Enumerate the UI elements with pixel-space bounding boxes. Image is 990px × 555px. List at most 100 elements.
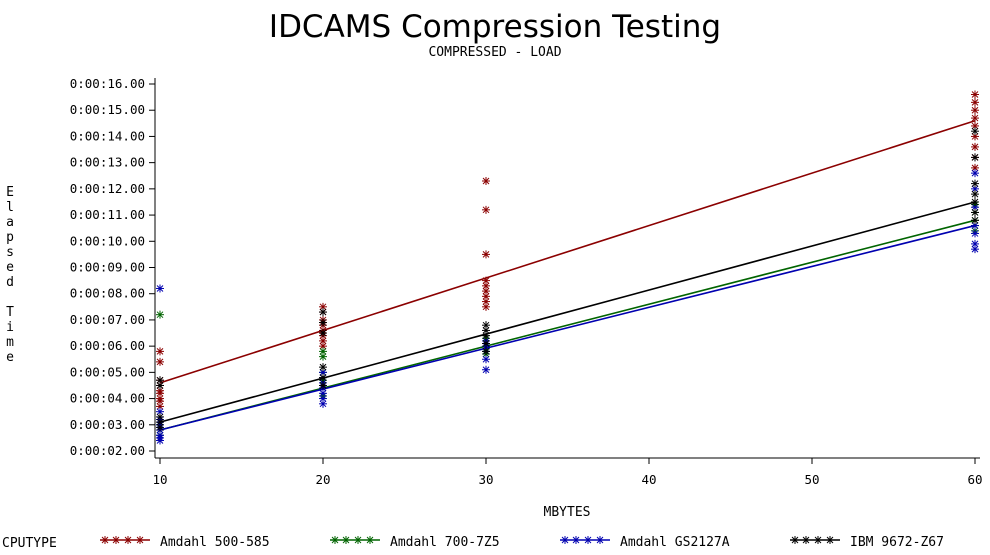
data-point [971, 106, 979, 115]
legend-marker [136, 536, 144, 544]
legend-label: Amdahl 700-7Z5 [390, 535, 500, 550]
data-point [156, 357, 164, 366]
legend-label: Amdahl GS2127A [620, 535, 730, 550]
series-fit-line [159, 119, 976, 384]
data-point [482, 205, 490, 214]
series-2 [156, 200, 979, 440]
x-tick-label: 20 [315, 472, 330, 487]
data-point [971, 153, 979, 162]
x-tick-label: 10 [152, 472, 167, 487]
data-point [482, 331, 490, 340]
y-tick-label: 0:00:10.00 [70, 233, 145, 248]
data-point [156, 423, 164, 432]
data-point [971, 179, 979, 188]
legend-marker [572, 536, 580, 544]
data-point [319, 363, 327, 372]
legend-entry-1: Amdahl 500-585 [100, 535, 270, 550]
y-axis-label: Elapsed Time [3, 185, 18, 365]
y-tick-label: 0:00:07.00 [70, 312, 145, 327]
legend-entry-3: Amdahl GS2127A [560, 535, 730, 550]
series-fit-line [159, 201, 976, 423]
legend-marker [584, 536, 592, 544]
x-tick-label: 30 [478, 472, 493, 487]
data-point [971, 190, 979, 199]
legend-title: CPUTYPE [2, 536, 57, 551]
data-point [482, 339, 490, 348]
data-point [156, 347, 164, 356]
legend-marker [354, 536, 362, 544]
data-point [482, 321, 490, 330]
data-point [156, 310, 164, 319]
legend-marker [826, 536, 834, 544]
data-point [482, 347, 490, 356]
x-tick-label: 40 [641, 472, 656, 487]
data-point [971, 98, 979, 107]
legend-marker [596, 536, 604, 544]
data-point [971, 142, 979, 151]
data-point [319, 318, 327, 327]
y-tick-label: 0:00:12.00 [70, 181, 145, 196]
data-point [971, 208, 979, 217]
legend-marker [561, 536, 569, 544]
legend-marker [112, 536, 120, 544]
legend-marker [814, 536, 822, 544]
data-point [482, 250, 490, 259]
data-point [319, 381, 327, 390]
y-tick-label: 0:00:15.00 [70, 102, 145, 117]
legend-marker [342, 536, 350, 544]
chart-title: IDCAMS Compression Testing [269, 9, 721, 45]
y-tick-label: 0:00:05.00 [70, 364, 145, 379]
data-point [482, 355, 490, 364]
chart-subtitle: COMPRESSED - LOAD [428, 45, 561, 60]
series-3 [156, 169, 979, 445]
data-point [156, 412, 164, 421]
data-point [482, 302, 490, 311]
data-point [319, 308, 327, 317]
y-tick-label: 0:00:11.00 [70, 207, 145, 222]
data-point [319, 373, 327, 382]
data-point [482, 287, 490, 296]
data-point [482, 281, 490, 290]
data-point [971, 127, 979, 136]
legend-label: IBM 9672-Z67 [850, 535, 944, 550]
data-point [319, 399, 327, 408]
y-tick-label: 0:00:13.00 [70, 155, 145, 170]
data-point [971, 216, 979, 225]
legend-label: Amdahl 500-585 [160, 535, 270, 550]
legend-marker [802, 536, 810, 544]
legend-entry-2: Amdahl 700-7Z5 [330, 535, 500, 550]
data-point [482, 297, 490, 306]
y-tick-label: 0:00:14.00 [70, 128, 145, 143]
data-point [319, 389, 327, 398]
data-point [319, 394, 327, 403]
data-point [971, 239, 979, 248]
data-point [971, 114, 979, 123]
data-point [319, 329, 327, 338]
legend-marker [124, 536, 132, 544]
y-tick-label: 0:00:04.00 [70, 391, 145, 406]
data-point [319, 347, 327, 356]
legend-entry-4: IBM 9672-Z67 [790, 535, 944, 550]
data-point [971, 90, 979, 99]
data-point [482, 365, 490, 374]
legend-marker [101, 536, 109, 544]
data-point [156, 376, 164, 385]
x-axis-label: MBYTES [544, 505, 591, 520]
y-tick-label: 0:00:03.00 [70, 417, 145, 432]
plot-area: 0:00:02.00 0:00:03.00 0:00:04.00 0:00:05.00… [70, 76, 983, 487]
legend-marker [366, 536, 374, 544]
data-point [156, 284, 164, 293]
y-tick-label: 0:00:09.00 [70, 260, 145, 275]
x-tick-label: 50 [804, 472, 819, 487]
y-tick-label: 0:00:08.00 [70, 286, 145, 301]
legend-marker [331, 536, 339, 544]
x-tick-label: 60 [967, 472, 982, 487]
legend-marker [791, 536, 799, 544]
series-fit-line [159, 224, 976, 431]
data-point [971, 197, 979, 206]
y-tick-label: 0:00:16.00 [70, 76, 145, 91]
legend: CPUTYPE Amdahl 500-585 Amdahl 700-7Z5 Amda… [2, 535, 944, 551]
data-point [971, 229, 979, 238]
data-point [482, 176, 490, 185]
